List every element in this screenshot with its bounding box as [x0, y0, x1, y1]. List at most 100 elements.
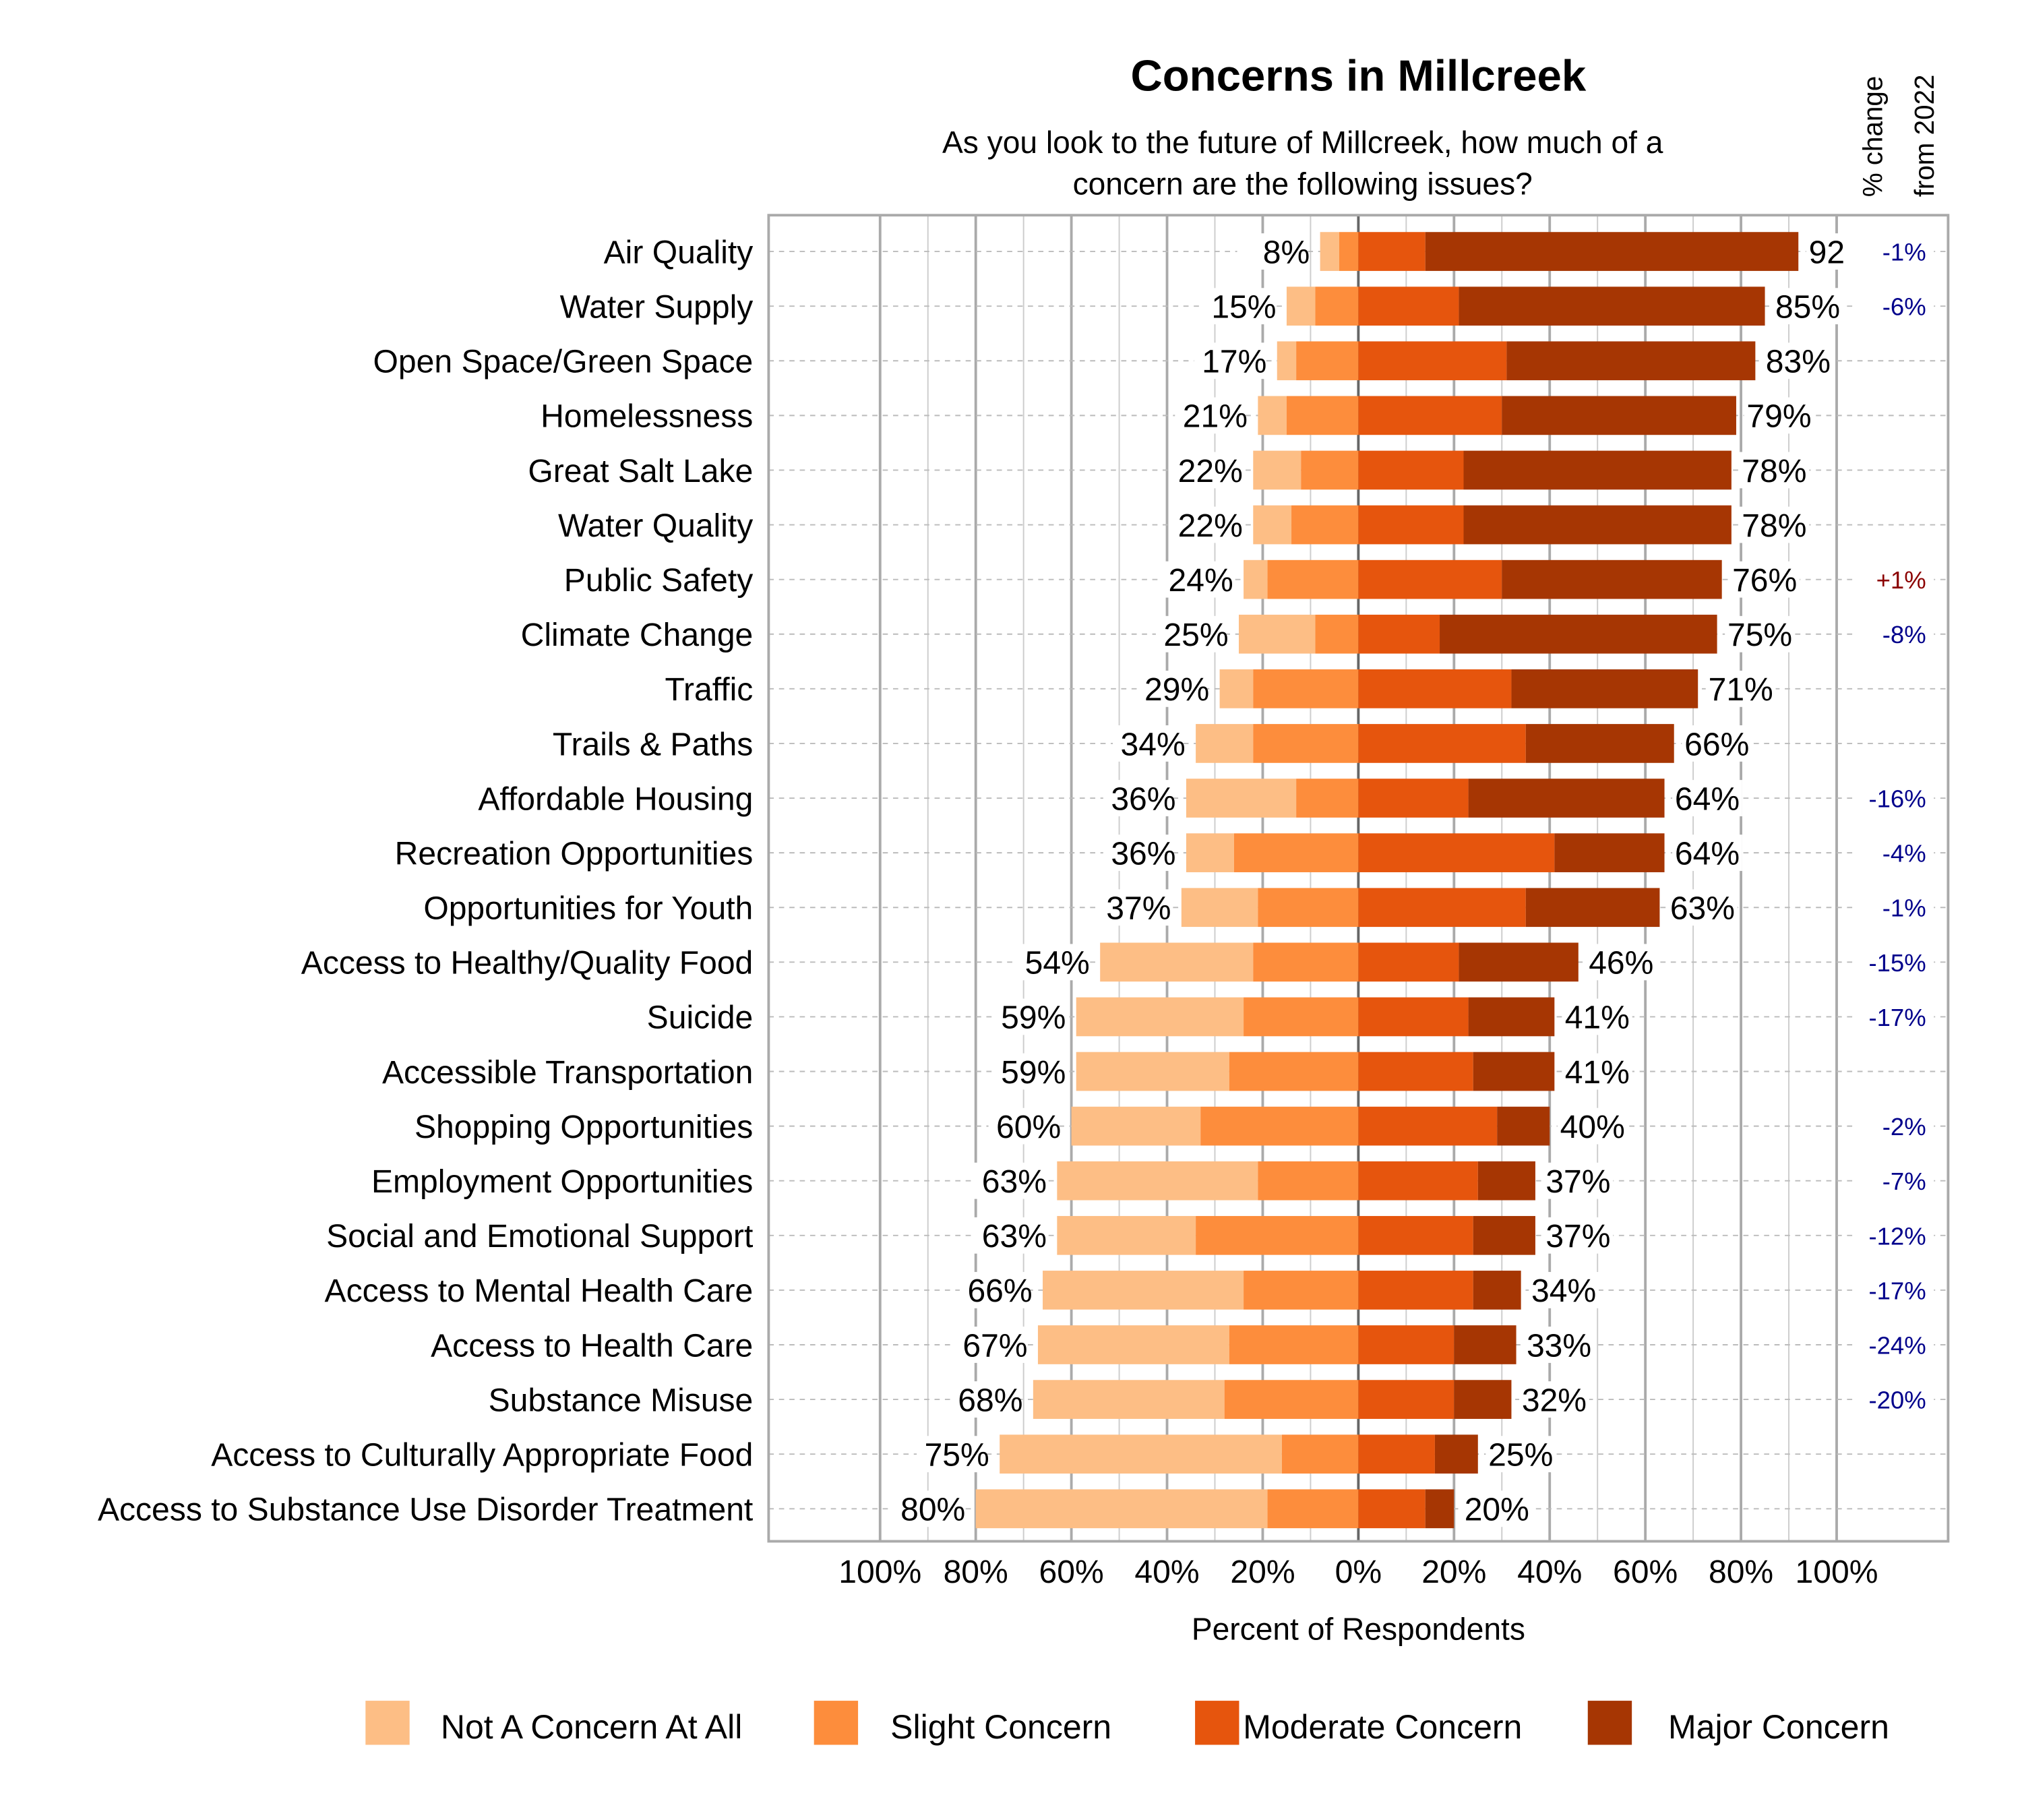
label-backdrop	[1524, 1327, 1594, 1363]
right-total-label: 76%	[1732, 562, 1797, 599]
bar-segment-not-a-concern	[1219, 669, 1254, 708]
bar-segment-not-a-concern	[1238, 614, 1316, 654]
change-from-2022-label: -15%	[1868, 949, 1926, 977]
bar-segment-major-concern	[1511, 669, 1698, 708]
bar-row: Substance Misuse 68% 32% -20%	[489, 1380, 1949, 1419]
bar-row: Access to Healthy/Quality Food 54% 46% -15%	[301, 942, 1949, 982]
change-from-2022-label: -1%	[1882, 239, 1926, 266]
label-backdrop	[1854, 618, 1934, 650]
label-backdrop	[1854, 564, 1934, 595]
bar-segment-not-a-concern	[1320, 232, 1339, 271]
label-backdrop	[1155, 615, 1226, 653]
left-total-label: 68%	[958, 1382, 1022, 1418]
change-header-line-1: % change	[1857, 76, 1888, 198]
x-tick-label: 80%	[944, 1554, 1008, 1590]
label-backdrop	[974, 1217, 1045, 1254]
label-backdrop	[950, 1381, 1020, 1418]
bar-segment-major-concern	[1463, 505, 1732, 545]
change-from-2022-label: -17%	[1868, 1277, 1926, 1304]
category-label: Access to Healthy/Quality Food	[301, 945, 754, 981]
left-total-label: 80%	[900, 1492, 965, 1528]
bar-row: Suicide 59% 41% -17%	[647, 997, 1949, 1037]
change-from-2022-label: -8%	[1882, 621, 1926, 648]
label-backdrop	[1854, 1384, 1934, 1416]
bar-segment-not-a-concern	[1186, 779, 1297, 818]
right-total-label: 71%	[1709, 671, 1773, 708]
x-tick-label: 20%	[1230, 1554, 1295, 1590]
bar-segment-not-a-concern	[1186, 833, 1234, 872]
bar-segment-not-a-concern	[975, 1489, 1268, 1529]
legend-swatch	[814, 1701, 859, 1745]
bar-segment-moderate-concern	[1358, 888, 1526, 928]
legend-swatch	[365, 1701, 410, 1745]
bar-segment-not-a-concern	[1071, 1106, 1201, 1146]
bar-segment-moderate-concern	[1358, 1325, 1454, 1364]
bar-segment-slight-concern	[1229, 1325, 1359, 1364]
label-backdrop	[1586, 944, 1657, 981]
right-total-label: 79%	[1746, 398, 1811, 435]
label-backdrop	[1739, 506, 1810, 543]
left-total-label: 15%	[1211, 289, 1276, 325]
bar-segment-not-a-concern	[1277, 341, 1297, 381]
label-backdrop	[1739, 452, 1810, 489]
bar-row: Access to Health Care 67% 33% -24%	[431, 1325, 1949, 1364]
bar-segment-slight-concern	[1253, 669, 1359, 708]
category-label: Public Safety	[564, 562, 754, 599]
chart-subtitle-line-2: concern are the following issues?	[1073, 166, 1533, 201]
bar-row: Social and Emotional Support 63% 37% -12%	[326, 1215, 1949, 1255]
bar-segment-major-concern	[1440, 614, 1717, 654]
gridlines	[878, 215, 1838, 1542]
label-backdrop	[1237, 233, 1308, 270]
left-total-label: 54%	[1025, 945, 1090, 981]
bar-segment-slight-concern	[1267, 559, 1359, 599]
category-label: Access to Health Care	[431, 1327, 753, 1364]
bar-row: Water Supply 15% 85% -6%	[560, 286, 1949, 326]
left-total-label: 24%	[1168, 562, 1233, 599]
x-tick-label: 40%	[1517, 1554, 1582, 1590]
bar-row: Homelessness 21% 79%	[541, 396, 1949, 435]
legend-swatch	[1587, 1701, 1632, 1745]
bar-segment-slight-concern	[1281, 1434, 1359, 1474]
bar-row: Employment Opportunities 63% 37% -7%	[371, 1161, 1949, 1201]
left-total-label: 59%	[1001, 1054, 1066, 1091]
label-backdrop	[959, 1271, 1030, 1308]
bar-segment-major-concern	[1463, 450, 1732, 490]
bar-segment-moderate-concern	[1358, 505, 1464, 545]
category-label: Access to Substance Use Disorder Treatme…	[98, 1492, 753, 1528]
bar-segment-moderate-concern	[1358, 669, 1512, 708]
bar-row: Accessible Transportation 59% 41%	[382, 1052, 1949, 1091]
bar-segment-major-concern	[1425, 232, 1799, 271]
right-total-label: 85%	[1775, 289, 1840, 325]
label-backdrop	[1854, 782, 1934, 814]
bar-segment-slight-concern	[1196, 1215, 1359, 1255]
bar-segment-slight-concern	[1258, 1161, 1359, 1201]
label-backdrop	[1461, 1490, 1532, 1527]
label-backdrop	[1682, 725, 1752, 762]
category-label: Affordable Housing	[478, 781, 753, 817]
x-tick-label: 100%	[1796, 1554, 1878, 1590]
change-from-2022-label: -17%	[1868, 1004, 1926, 1031]
label-backdrop	[1175, 397, 1246, 434]
left-total-label: 66%	[967, 1273, 1032, 1309]
bar-segment-major-concern	[1502, 559, 1722, 599]
category-label: Homelessness	[541, 398, 753, 435]
label-backdrop	[1113, 725, 1183, 762]
label-backdrop	[1017, 944, 1087, 981]
bar-segment-moderate-concern	[1358, 614, 1440, 654]
bar-segment-slight-concern	[1244, 1271, 1359, 1310]
category-label: Air Quality	[604, 234, 754, 270]
x-tick-label: 80%	[1709, 1554, 1773, 1590]
label-backdrop	[1744, 397, 1814, 434]
label-backdrop	[1773, 288, 1843, 325]
bar-segment-slight-concern	[1224, 1380, 1359, 1419]
bar-segment-major-concern	[1497, 1106, 1550, 1146]
bar-segment-major-concern	[1434, 1434, 1478, 1474]
right-total-label: 41%	[1565, 1054, 1630, 1091]
bar-segment-major-concern	[1506, 341, 1756, 381]
bar-segment-moderate-concern	[1358, 559, 1502, 599]
x-axis-label: Percent of Respondents	[1192, 1612, 1525, 1647]
chart-subtitle-line-1: As you look to the future of Millcreek, …	[942, 125, 1663, 160]
legend-item: Slight Concern	[814, 1701, 1111, 1746]
left-total-label: 59%	[1001, 1000, 1066, 1036]
right-total-label: 41%	[1565, 1000, 1630, 1036]
